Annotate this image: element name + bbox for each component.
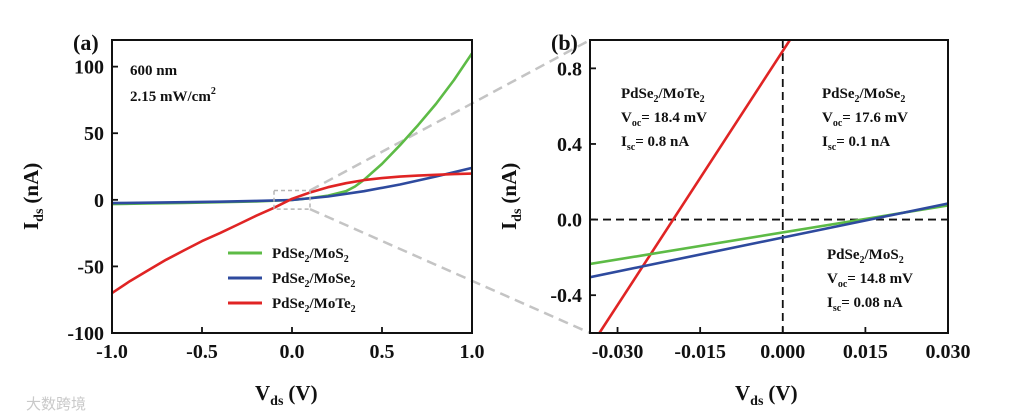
annotation-mos2-title: PdSe2/MoS2 [827, 247, 904, 266]
annotation-mote2-isc: Isc= 0.8 nA [621, 134, 689, 153]
panel-a-ylabel: Ids(nA) [19, 163, 47, 230]
annotation-mose2-isc: Isc= 0.1 nA [822, 134, 890, 153]
panel-a-ticks: -1.0 -0.5 0.0 0.5 1.0 -100 -50 0 50 100 [67, 57, 484, 363]
annotation-mose2-title: PdSe2/MoSe2 [822, 86, 905, 105]
annotation-mote2: PdSe2/MoTe2 Voc= 18.4 mV Isc= 0.8 nA [621, 86, 707, 153]
panel-a-ytick-label-3: 50 [84, 123, 104, 145]
legend-label-0: PdSe2/MoS2 [272, 246, 349, 265]
panel-a-ytick-label-2: 0 [94, 190, 104, 212]
panel-a-xtick-label-3: 0.5 [370, 341, 395, 363]
panel-b-xlabel: Vds (V) [735, 381, 798, 409]
panel-a-annotation-wavelength: 600 nm [130, 63, 178, 79]
panel-b-xtick-label-4: 0.030 [926, 341, 971, 363]
panel-b-ytick-label-1: 0.0 [557, 210, 582, 232]
legend-label-2: PdSe2/MoTe2 [272, 296, 356, 315]
annotation-mose2: PdSe2/MoSe2 Voc= 17.6 mV Isc= 0.1 nA [822, 86, 908, 153]
panel-b-ticks: -0.030 -0.015 0.000 0.015 0.030 -0.4 0.0 0.4 0.8 [550, 58, 970, 363]
panel-a-xtick-label-2: 0.0 [280, 341, 305, 363]
panel-b-ylabel: Ids(nA) [497, 163, 525, 230]
panel-a-label: (a) [73, 30, 99, 55]
annotation-mos2: PdSe2/MoS2 Voc= 14.8 mV Isc= 0.08 nA [827, 247, 913, 314]
panel-b-series-line-2 [590, 202, 948, 279]
panel-b-xtick-label-3: 0.015 [843, 341, 888, 363]
panel-b-xtick-label-2: 0.000 [760, 341, 805, 363]
panel-a-xlabel: Vds (V) [255, 381, 318, 409]
watermark: 大数跨境 [26, 395, 86, 413]
panel-b-xtick-label-1: -0.015 [674, 341, 726, 363]
panel-a-ytick-label-1: -50 [77, 256, 104, 278]
panel-b-label: (b) [551, 30, 578, 55]
panel-a-xtick-label-0: -1.0 [96, 341, 128, 363]
panel-a-annotation-power: 2.15 mW/cm2 [130, 86, 216, 105]
panel-b-ytick-label-0: -0.4 [550, 285, 582, 307]
panel-b-zero-reference-lines [590, 40, 948, 333]
panel-a-ytick-label-0: -100 [67, 323, 104, 345]
panel-b-ytick-label-3: 0.8 [557, 58, 582, 80]
annotation-mos2-isc: Isc= 0.08 nA [827, 295, 903, 314]
zoom-connector-lines [309, 38, 591, 335]
panel-a-ytick-label-4: 100 [74, 57, 104, 79]
zoom-line-top [309, 38, 591, 192]
panel-b-xtick-label-0: -0.030 [592, 341, 644, 363]
annotation-mos2-voc: Voc= 14.8 mV [827, 271, 913, 290]
panel-a-legend: PdSe2/MoS2 PdSe2/MoSe2 PdSe2/MoTe2 [228, 246, 356, 315]
zoom-line-bottom [309, 207, 591, 335]
panel-a-xtick-label-4: 1.0 [460, 341, 485, 363]
panel-a: -1.0 -0.5 0.0 0.5 1.0 -100 -50 0 50 100 (a) 600 n… [19, 30, 485, 409]
panel-a-series-line-2 [112, 172, 472, 295]
annotation-mote2-voc: Voc= 18.4 mV [621, 110, 707, 129]
legend-label-1: PdSe2/MoSe2 [272, 271, 355, 290]
panel-b: -0.030 -0.015 0.000 0.015 0.030 -0.4 0.0 0.4 0.8… [497, 30, 971, 409]
panel-a-xtick-label-1: -0.5 [186, 341, 218, 363]
annotation-mote2-title: PdSe2/MoTe2 [621, 86, 705, 105]
panel-a-series [112, 52, 472, 295]
panel-b-series-line-0 [598, 40, 791, 333]
panel-b-series [590, 40, 948, 333]
panel-a-zoom-box [273, 189, 311, 210]
annotation-mose2-voc: Voc= 17.6 mV [822, 110, 908, 129]
panel-b-frame [589, 39, 949, 334]
panel-b-ytick-label-2: 0.4 [557, 134, 582, 156]
panel-a-frame [111, 39, 473, 334]
